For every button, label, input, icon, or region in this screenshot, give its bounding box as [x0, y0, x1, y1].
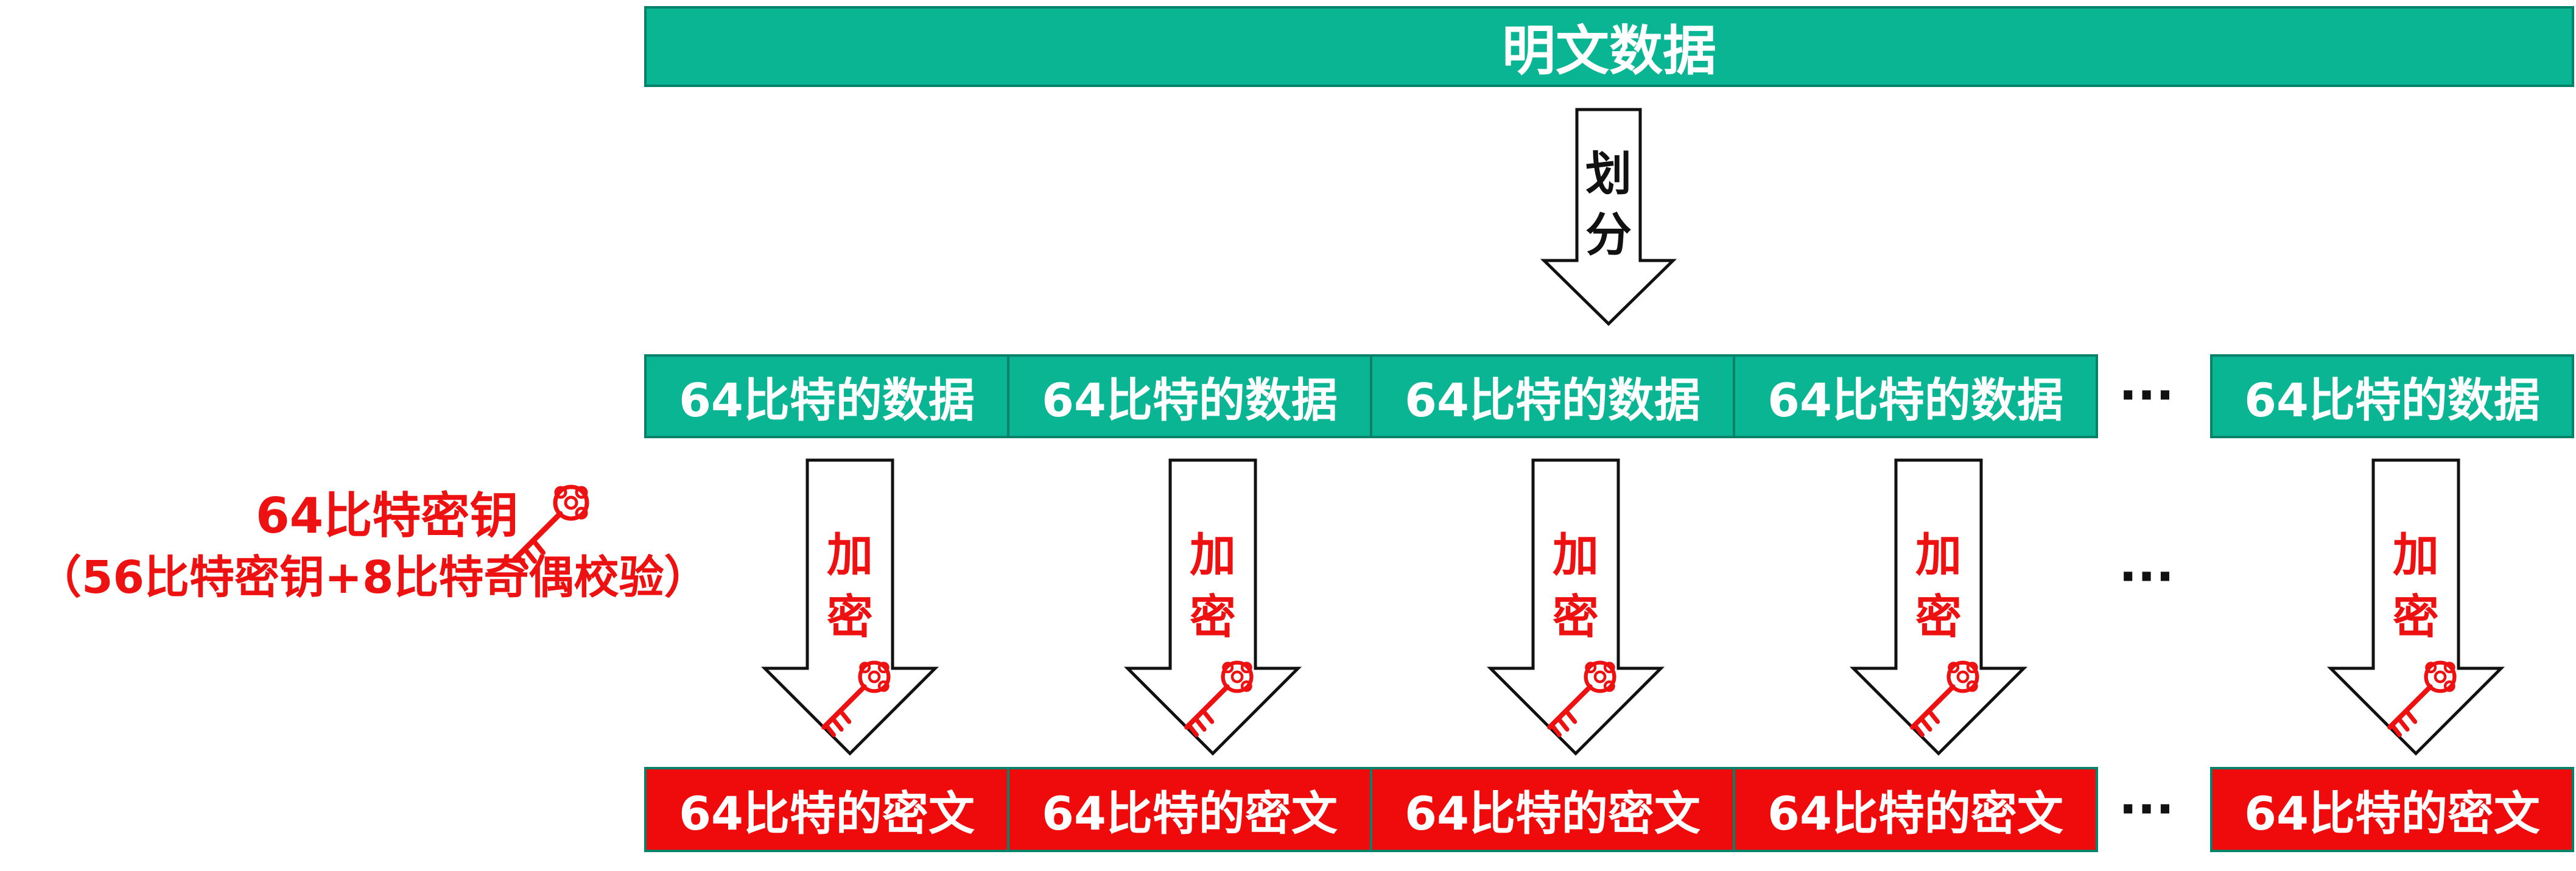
- split-label-char: 分: [1585, 208, 1632, 262]
- data-block: 64比特的数据: [1733, 354, 2098, 438]
- cipher-block-label: 64比特的密文: [679, 786, 975, 841]
- data-block: 64比特的数据: [2210, 354, 2574, 438]
- key-label-line2: （56比特密钥+8比特奇偶校验）: [37, 551, 709, 604]
- cipher-block: 64比特的密文: [2210, 767, 2574, 852]
- encrypt-label-char: 密: [1915, 590, 1962, 644]
- encrypt-label-char: 密: [1553, 590, 1599, 644]
- encrypt-label-char: 加: [1553, 528, 1599, 582]
- encrypt-label-char: 加: [827, 528, 873, 582]
- plaintext-label: 明文数据: [1501, 19, 1716, 82]
- encrypt-label-char: 密: [2393, 590, 2439, 644]
- data-block: 64比特的数据: [644, 354, 1009, 438]
- cipher-block-label: 64比特的密文: [2244, 786, 2540, 841]
- data-block-label: 64比特的数据: [2244, 373, 2540, 427]
- data-block-label: 64比特的数据: [1042, 373, 1338, 427]
- encrypt-label-char: 加: [1915, 528, 1962, 582]
- encrypt-arrow: 加 密: [1123, 458, 1302, 756]
- encrypt-label-char: 加: [2393, 528, 2439, 582]
- cipher-block: 64比特的密文: [1007, 767, 1372, 852]
- data-block-label: 64比特的数据: [679, 373, 975, 427]
- cipher-block: 64比特的密文: [644, 767, 1009, 852]
- encrypt-arrow: 加 密: [2326, 458, 2505, 756]
- cipher-block: 64比特的密文: [1370, 767, 1735, 852]
- split-arrow: [1540, 108, 1677, 326]
- cipher-block-label: 64比特的密文: [1405, 786, 1700, 841]
- cipher-block-label: 64比特的密文: [1767, 786, 2063, 841]
- key-icon: [515, 487, 587, 567]
- plaintext-bar: 明文数据: [644, 6, 2574, 87]
- data-block-label: 64比特的数据: [1405, 373, 1700, 427]
- encrypt-label-char: 密: [827, 590, 873, 644]
- key-label-line1: 64比特密钥: [256, 488, 519, 544]
- encrypt-label-char: 密: [1190, 590, 1236, 644]
- data-block-label: 64比特的数据: [1767, 373, 2063, 427]
- ellipsis: ···: [2119, 367, 2175, 424]
- ellipsis: ···: [2119, 548, 2175, 605]
- encrypt-arrow: 加 密: [1849, 458, 2028, 756]
- data-block: 64比特的数据: [1007, 354, 1372, 438]
- cipher-block-label: 64比特的密文: [1042, 786, 1338, 841]
- encrypt-arrow: 加 密: [1486, 458, 1665, 756]
- encrypt-arrow: 加 密: [760, 458, 939, 756]
- ellipsis: ···: [2119, 781, 2175, 838]
- split-label-char: 划: [1585, 147, 1632, 201]
- encrypt-label-char: 加: [1190, 528, 1236, 582]
- data-block: 64比特的数据: [1370, 354, 1735, 438]
- cipher-block: 64比特的密文: [1733, 767, 2098, 852]
